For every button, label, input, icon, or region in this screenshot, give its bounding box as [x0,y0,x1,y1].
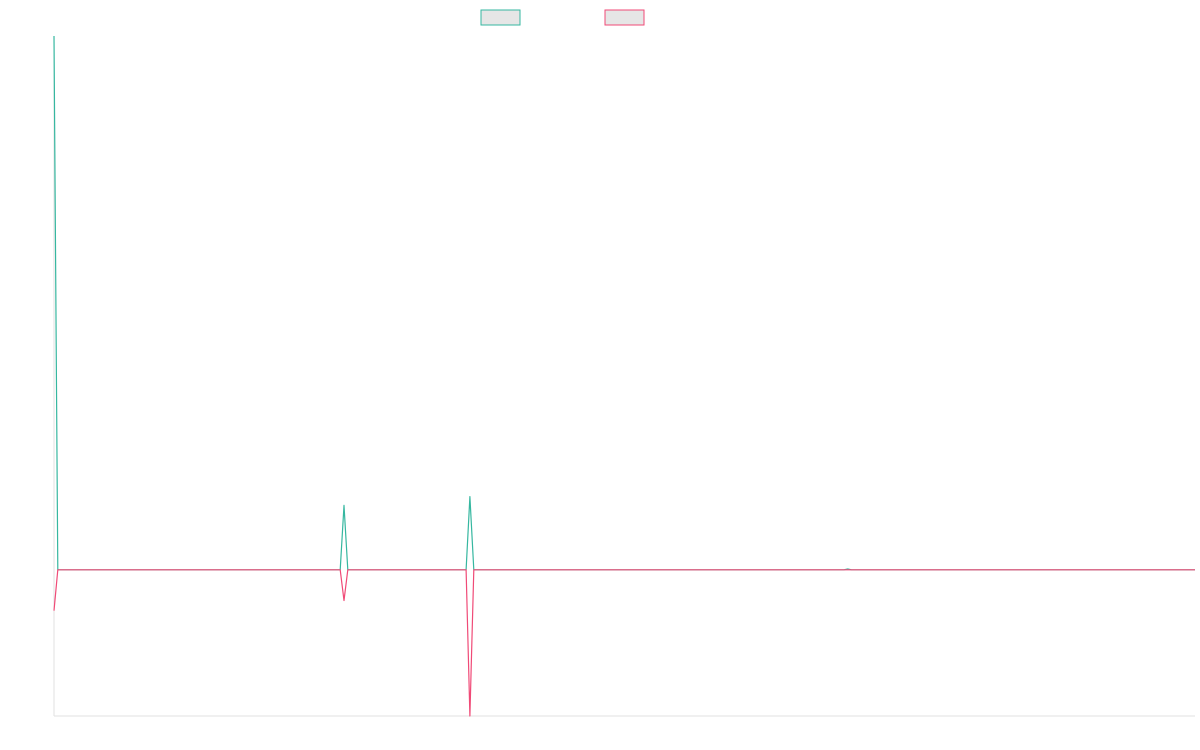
legend-swatch-1[interactable] [480,9,521,26]
axes [53,36,1195,717]
series-line-1 [53,35,1195,571]
legend-swatch-2[interactable] [604,9,645,26]
series-line-2 [53,569,1195,717]
legend[interactable] [480,9,645,26]
series-layer [53,35,1195,717]
